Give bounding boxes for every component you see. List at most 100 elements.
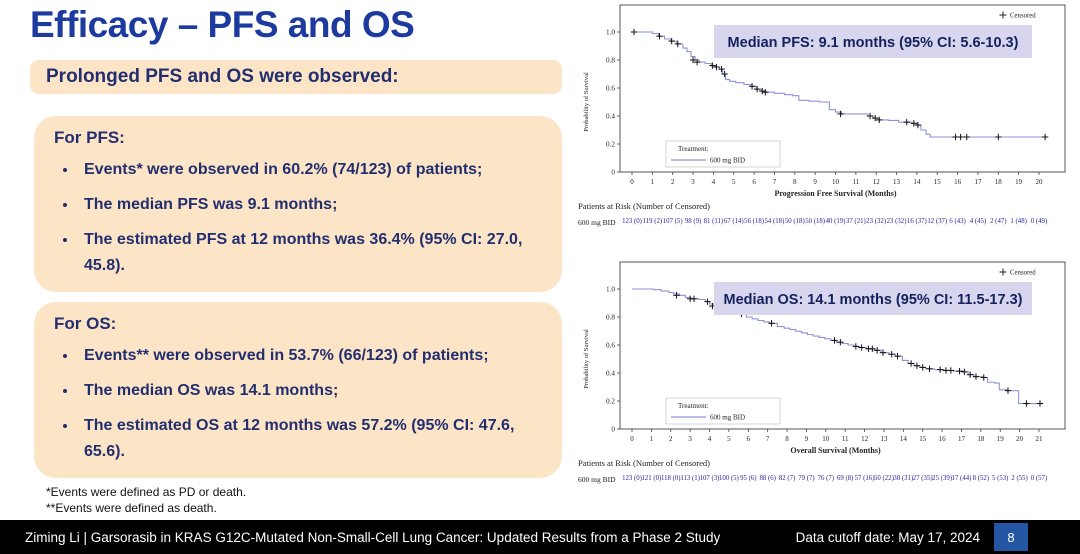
at-risk-value: 123 (0) xyxy=(622,475,642,482)
at-risk-header: Patients at Risk (Number of Censored) xyxy=(578,458,710,468)
at-risk-value: 76 (7) xyxy=(817,475,835,482)
svg-text:1: 1 xyxy=(650,435,654,443)
svg-text:1: 1 xyxy=(651,178,655,186)
at-risk-row: 600 mg BID 123 (0) 119 (2) 107 (5) 98 (9) 81 … xyxy=(578,218,1078,230)
at-risk-value: 0 (49) xyxy=(1030,218,1048,225)
svg-text:0: 0 xyxy=(611,426,615,434)
os-kaplan-meier-chart: 00.20.40.60.81.00 1 2 3 4 5 6 7 8 9 10 11 12 13 14 15 16… xyxy=(583,261,1066,455)
svg-text:0.4: 0.4 xyxy=(606,370,615,378)
footnotes: *Events were defined as PD or death. **E… xyxy=(46,485,246,516)
bullet-item: The estimated OS at 12 months was 57.2% … xyxy=(78,413,542,465)
svg-text:0.6: 0.6 xyxy=(606,342,615,350)
at-risk-value: 121 (0) xyxy=(641,475,662,482)
os-bullet-list: Events** were observed in 53.7% (66/123)… xyxy=(54,343,542,465)
svg-text:15: 15 xyxy=(934,178,942,186)
at-risk-value: 27 (35) xyxy=(912,475,933,482)
svg-text:Censored: Censored xyxy=(1010,13,1036,20)
at-risk-value: 79 (7) xyxy=(798,475,815,482)
svg-text:7: 7 xyxy=(773,178,777,186)
svg-text:0: 0 xyxy=(630,178,634,186)
svg-text:0: 0 xyxy=(611,169,615,177)
at-risk-value: 16 (37) xyxy=(906,218,927,225)
at-risk-value: 88 (6) xyxy=(759,475,776,482)
svg-text:7: 7 xyxy=(766,435,770,443)
svg-text:6: 6 xyxy=(747,435,751,443)
at-risk-value: 50 (18) xyxy=(784,218,805,225)
svg-text:Treatment:: Treatment: xyxy=(678,145,709,153)
at-risk-value: 123 (0) xyxy=(622,218,642,225)
at-risk-value: 56 (18) xyxy=(744,218,765,225)
at-risk-value: 50 (18) xyxy=(805,218,826,225)
at-risk-value: 57 (16) xyxy=(854,475,875,482)
svg-text:5: 5 xyxy=(732,178,736,186)
pfs-kaplan-meier-chart: 00.20.40.60.81.00 1 2 3 4 5 6 7 8 9 10 11 12 13 14 15 16… xyxy=(583,4,1066,198)
at-risk-value: 107 (5) xyxy=(662,218,683,225)
svg-text:16: 16 xyxy=(954,178,962,186)
svg-text:0.2: 0.2 xyxy=(606,141,615,149)
svg-text:12: 12 xyxy=(861,435,869,443)
svg-text:14: 14 xyxy=(900,435,908,443)
pfs-bullet-list: Events* were observed in 60.2% (74/123) … xyxy=(54,157,542,279)
bullet-item: The median OS was 14.1 months; xyxy=(78,378,542,404)
at-risk-value: 67 (14) xyxy=(723,218,744,225)
at-risk-value: 95 (6) xyxy=(740,475,757,482)
at-risk-value: 2 (55) xyxy=(1011,475,1028,482)
bullet-item: The median PFS was 9.1 months; xyxy=(78,192,542,218)
os-chart-block: 0 0.2 0.4 0.6 0.8 1.0 0 1 2 3 4 5 6 7 8 9 10 11 12 13 14 15 16… xyxy=(578,257,1078,487)
svg-text:19: 19 xyxy=(1015,178,1023,186)
at-risk-value: 82 (7) xyxy=(778,475,796,482)
at-risk-value: 107 (3) xyxy=(699,475,720,482)
svg-text:5: 5 xyxy=(727,435,731,443)
at-risk-value: 23 (32) xyxy=(886,218,907,225)
svg-text:0.4: 0.4 xyxy=(606,113,615,121)
at-risk-value: 25 (39) xyxy=(932,475,953,482)
at-risk-value: 113 (1) xyxy=(680,475,700,482)
svg-text:Censored: Censored xyxy=(1010,270,1036,277)
svg-text:16: 16 xyxy=(939,435,947,443)
footer-bar: Ziming Li | Garsorasib in KRAS G12C-Muta… xyxy=(0,520,1080,554)
bullet-item: Events* were observed in 60.2% (74/123) … xyxy=(78,157,542,183)
footnote-pfs-events: *Events were defined as PD or death. xyxy=(46,485,247,499)
at-risk-value: 23 (32) xyxy=(866,218,887,225)
svg-text:600 mg BID: 600 mg BID xyxy=(710,157,745,165)
svg-text:Overall Survival (Months): Overall Survival (Months) xyxy=(790,446,881,455)
svg-text:10: 10 xyxy=(822,435,830,443)
at-risk-value: 98 (9) xyxy=(684,218,702,225)
pfs-chart-block: 0 0.2 0.4 0.6 0.8 1.0 0 1 2 3 4 5 6 7 8 9 10 11 12 13 14 15 16… xyxy=(578,0,1078,230)
os-at-risk-table: Patients at Risk (Number of Censored) 600… xyxy=(578,458,1078,487)
at-risk-value: 100 (5) xyxy=(718,475,739,482)
pfs-summary-box: For PFS: Events* were observed in 60.2% … xyxy=(34,116,562,292)
footnote-os-events: **Events were defined as death. xyxy=(46,500,217,515)
svg-text:18: 18 xyxy=(995,178,1003,186)
charts-column: 0 0.2 0.4 0.6 0.8 1.0 0 1 2 3 4 5 6 7 8 9 10 11 12 13 14 15 16… xyxy=(578,0,1078,487)
at-risk-row-label: 600 mg BID xyxy=(578,218,616,227)
os-heading: For OS: xyxy=(54,314,117,333)
subtitle-text: Prolonged PFS and OS were observed: xyxy=(46,66,399,87)
footer-data-cutoff: Data cutoff date: May 17, 2024 xyxy=(795,529,980,545)
svg-text:Median PFS: 9.1 months (95% CI: Median PFS: 9.1 months (95% CI: 5.6-10.3… xyxy=(728,35,1019,51)
at-risk-header: Patients at Risk (Number of Censored) xyxy=(578,201,710,211)
svg-text:0: 0 xyxy=(630,435,634,443)
svg-text:9: 9 xyxy=(805,435,809,443)
svg-text:19: 19 xyxy=(997,435,1005,443)
svg-text:3: 3 xyxy=(688,435,692,443)
at-risk-value: 1 (48) xyxy=(1010,218,1027,225)
svg-text:10: 10 xyxy=(832,178,840,186)
svg-text:11: 11 xyxy=(852,178,859,186)
at-risk-value: 37 (21) xyxy=(845,218,866,225)
at-risk-value: 2 (47) xyxy=(990,218,1007,225)
at-risk-value: 5 (53) xyxy=(992,475,1009,482)
os-summary-box: For OS: Events** were observed in 53.7% … xyxy=(34,302,562,478)
svg-text:0.2: 0.2 xyxy=(606,398,615,406)
svg-text:14: 14 xyxy=(913,178,921,186)
svg-text:4: 4 xyxy=(712,178,716,186)
svg-text:0.8: 0.8 xyxy=(606,57,615,65)
at-risk-value: 12 (37) xyxy=(927,218,948,225)
svg-text:8: 8 xyxy=(785,435,789,443)
svg-text:13: 13 xyxy=(893,178,901,186)
at-risk-value: 54 (18) xyxy=(764,218,785,225)
svg-text:4: 4 xyxy=(708,435,712,443)
at-risk-value: 6 (43) xyxy=(949,218,966,225)
pfs-heading: For PFS: xyxy=(54,128,125,147)
